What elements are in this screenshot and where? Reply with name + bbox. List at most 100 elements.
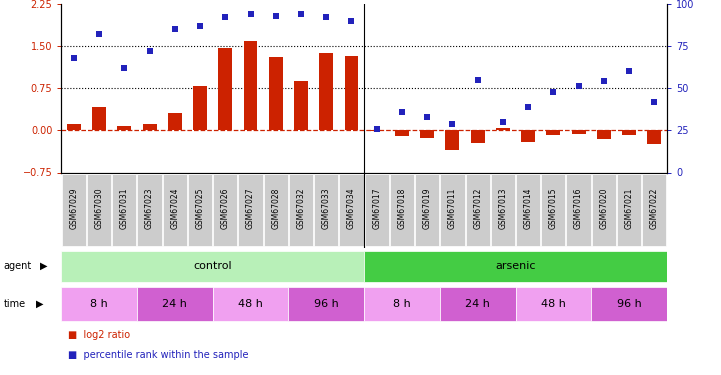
Text: GSM67029: GSM67029	[69, 188, 79, 229]
Text: GSM67017: GSM67017	[372, 188, 381, 229]
FancyBboxPatch shape	[592, 174, 616, 246]
FancyBboxPatch shape	[340, 174, 363, 246]
Text: GSM67014: GSM67014	[523, 188, 533, 229]
FancyBboxPatch shape	[516, 174, 540, 246]
FancyBboxPatch shape	[466, 174, 490, 246]
FancyBboxPatch shape	[213, 174, 237, 246]
Text: GSM67019: GSM67019	[423, 188, 432, 229]
Text: GSM67022: GSM67022	[650, 188, 659, 229]
FancyBboxPatch shape	[567, 174, 590, 246]
Bar	[345, 56, 358, 130]
Text: control: control	[193, 261, 232, 271]
FancyBboxPatch shape	[163, 174, 187, 246]
Text: GSM67024: GSM67024	[170, 188, 180, 229]
Bar	[118, 126, 131, 130]
Bar	[496, 128, 510, 130]
FancyBboxPatch shape	[441, 174, 464, 246]
Bar	[395, 130, 409, 136]
Text: ▶: ▶	[36, 299, 43, 309]
Text: 96 h: 96 h	[616, 299, 642, 309]
Bar	[521, 130, 535, 142]
Text: ■  log2 ratio: ■ log2 ratio	[68, 330, 131, 340]
Point	[573, 84, 585, 90]
Point	[169, 26, 181, 32]
FancyBboxPatch shape	[365, 174, 389, 246]
Text: 100%: 100%	[673, 0, 700, 1]
Point	[522, 104, 534, 110]
Text: 96 h: 96 h	[314, 299, 339, 309]
Bar	[547, 130, 560, 135]
Point	[397, 109, 408, 115]
Bar	[218, 48, 232, 130]
FancyBboxPatch shape	[516, 286, 591, 321]
Point	[548, 88, 559, 94]
Text: GSM67018: GSM67018	[397, 188, 407, 229]
FancyBboxPatch shape	[364, 251, 667, 282]
FancyBboxPatch shape	[87, 174, 111, 246]
Point	[220, 14, 231, 20]
Bar	[370, 130, 384, 132]
FancyBboxPatch shape	[390, 174, 414, 246]
Text: GSM67025: GSM67025	[195, 188, 205, 229]
Bar	[193, 87, 207, 130]
Point	[118, 65, 131, 71]
Point	[649, 99, 660, 105]
FancyBboxPatch shape	[137, 286, 213, 321]
Text: GSM67031: GSM67031	[120, 188, 129, 229]
Text: 8 h: 8 h	[393, 299, 411, 309]
Bar	[143, 124, 156, 130]
FancyBboxPatch shape	[112, 174, 136, 246]
Bar	[67, 124, 81, 130]
Bar	[572, 130, 585, 134]
Bar	[446, 130, 459, 150]
Text: GSM67027: GSM67027	[246, 188, 255, 229]
Text: GSM67020: GSM67020	[599, 188, 609, 229]
FancyBboxPatch shape	[491, 174, 515, 246]
Bar	[420, 130, 434, 138]
FancyBboxPatch shape	[188, 174, 212, 246]
FancyBboxPatch shape	[288, 286, 364, 321]
Point	[447, 121, 459, 127]
Point	[144, 48, 156, 54]
Text: GSM67026: GSM67026	[221, 188, 230, 229]
Point	[346, 18, 358, 24]
Point	[245, 11, 257, 17]
Text: GSM67021: GSM67021	[624, 188, 634, 229]
Text: GSM67030: GSM67030	[94, 188, 104, 229]
Text: GSM67023: GSM67023	[145, 188, 154, 229]
Text: GSM67013: GSM67013	[498, 188, 508, 229]
Text: arsenic: arsenic	[495, 261, 536, 271]
Point	[624, 68, 635, 74]
FancyBboxPatch shape	[213, 286, 288, 321]
FancyBboxPatch shape	[62, 174, 86, 246]
Text: GSM67012: GSM67012	[473, 188, 482, 229]
Text: 24 h: 24 h	[465, 299, 490, 309]
FancyBboxPatch shape	[138, 174, 162, 246]
Text: 24 h: 24 h	[162, 299, 187, 309]
FancyBboxPatch shape	[364, 286, 440, 321]
Text: agent: agent	[4, 261, 32, 271]
Point	[598, 78, 610, 84]
Text: GSM67016: GSM67016	[574, 188, 583, 229]
Text: GSM67034: GSM67034	[347, 188, 356, 229]
Text: GSM67033: GSM67033	[322, 188, 331, 229]
FancyBboxPatch shape	[642, 174, 666, 246]
Point	[321, 14, 332, 20]
Point	[195, 22, 206, 29]
FancyBboxPatch shape	[239, 174, 262, 246]
Point	[68, 55, 80, 61]
FancyBboxPatch shape	[591, 286, 667, 321]
Text: GSM67032: GSM67032	[296, 188, 306, 229]
Point	[270, 12, 282, 18]
FancyBboxPatch shape	[415, 174, 439, 246]
Text: GSM67028: GSM67028	[271, 188, 280, 229]
Point	[296, 11, 307, 17]
Text: GSM67011: GSM67011	[448, 188, 457, 229]
Point	[472, 77, 484, 83]
Bar	[269, 57, 283, 130]
Text: 48 h: 48 h	[541, 299, 566, 309]
Text: time: time	[4, 299, 26, 309]
Text: GSM67015: GSM67015	[549, 188, 558, 229]
Bar	[647, 130, 661, 144]
Point	[497, 119, 509, 125]
